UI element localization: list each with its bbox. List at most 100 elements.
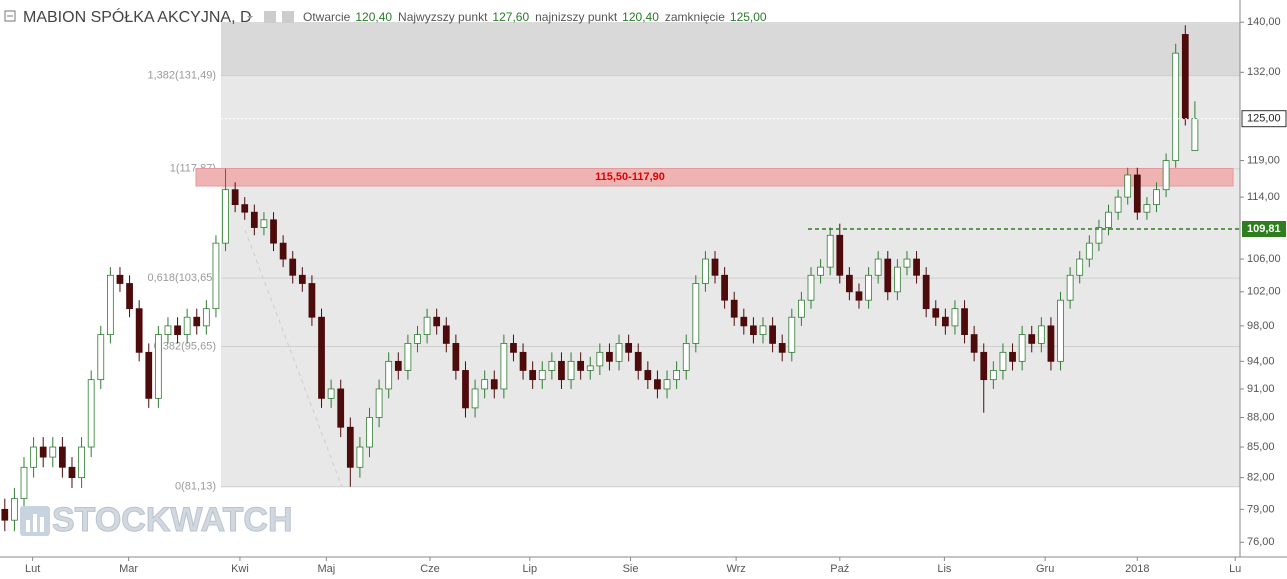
header-label: Najwyzszy punkt [398,10,488,24]
candle-body [126,283,133,310]
candle-body [1181,34,1189,120]
candle-body [1009,351,1016,362]
candle-body [87,379,95,448]
last-price-label: 125,00 [1247,113,1281,125]
candle-body [855,291,863,301]
candle-body [750,325,757,335]
candle-body [740,316,748,327]
header-value: 125,00 [730,10,767,24]
candle-body [759,325,767,335]
candle-body [490,379,498,390]
header-value: 127,60 [492,10,529,24]
candles [1,25,1199,532]
candle-body [1162,160,1170,191]
candle-body [1066,274,1074,301]
candle-body [558,360,565,381]
candle-body [951,308,959,327]
support-price-box [1242,220,1286,237]
header-label: Otwarcie [303,10,351,24]
candle-body [202,308,210,327]
watermark-icon-bar [40,517,44,532]
resistance-zone [195,167,1234,187]
x-tick-label: Lis [937,563,952,575]
candle-body [337,388,345,428]
candle-body [442,325,450,344]
x-tick-label: Cze [420,563,440,575]
candle-body [452,343,460,371]
candle-body [1076,258,1084,276]
candle-body [673,370,681,381]
candle-body [1,508,9,521]
y-tick-label: 102,00 [1247,286,1281,298]
candle-body [423,316,431,335]
candle-body [596,351,604,367]
candle-body [663,379,671,390]
candle-body [577,360,585,371]
y-tick-label: 119,00 [1247,154,1280,166]
candle-body [30,446,37,468]
candle-body [798,299,805,318]
candle-body [289,258,297,276]
zone-label: 115,50-117,90 [595,171,665,183]
candle-body [193,316,201,327]
candle-body [836,234,844,276]
candle-body [1124,174,1132,198]
fib-label: 0(81,13) [175,481,216,493]
x-tick-label: Kwi [231,563,249,575]
candle-body [462,370,469,409]
candle-body [769,325,776,344]
candle-body [846,274,853,293]
candle-body [11,498,18,521]
hide-icon[interactable] [282,11,294,23]
candle-body [231,189,239,206]
collapse-button[interactable] [4,10,16,22]
candle-body [298,274,306,284]
candle-body [682,343,690,371]
candle-body [980,351,988,381]
candle-body [615,343,623,362]
x-tick-label: 2018 [1125,563,1149,575]
header-value: 120,40 [622,10,659,24]
header-label: najnizszy punkt [535,10,618,24]
x-tick-label: Lut [25,563,40,575]
dropdown[interactable] [247,16,253,19]
candle-body [529,370,537,381]
background-layer: 1,382(131,49)1(117,87)0,618(103,65)0,382… [148,22,1240,493]
candle-body [1114,196,1122,213]
fib-band-top [221,22,1240,76]
candle-body [222,189,229,244]
candle-body [970,334,978,353]
candle-body [212,242,220,310]
fib-label: 1,382(131,49) [148,70,217,82]
candle-body [471,388,479,409]
y-tick-label: 91,00 [1247,383,1275,395]
candle-body [903,258,911,268]
trend-line [244,229,343,488]
y-tick-label: 114,00 [1247,191,1280,203]
candle-body [884,258,892,293]
overlay: 140,00 132,00 119,00 114,00 106,00 102,00 98,0… [25,16,1287,575]
candle-body [989,370,997,381]
candle-body [404,343,412,371]
header-value: 120,40 [355,10,392,24]
candle-body [327,388,335,399]
header-label: zamknięcie [665,10,725,24]
candle-body [68,466,76,479]
candle-body [174,325,181,335]
candle-body [913,258,920,276]
y-tick-label: 85,00 [1247,441,1275,453]
candle-body [78,446,85,479]
y-tick-label: 132,00 [1247,66,1281,78]
candle-body [538,370,546,381]
candle-body [250,211,258,228]
candle-body [1105,211,1112,228]
chart-title: MABION SPÓŁKA AKCYJNA, D [23,7,252,26]
candle-body [375,388,383,418]
settings-icon[interactable] [264,11,276,23]
candle-body [961,308,968,335]
y-tick-label: 140,00 [1247,16,1281,28]
candle-body [817,266,824,276]
candle-body [1143,204,1151,213]
candle-body [702,258,709,284]
candle-body [548,360,556,371]
